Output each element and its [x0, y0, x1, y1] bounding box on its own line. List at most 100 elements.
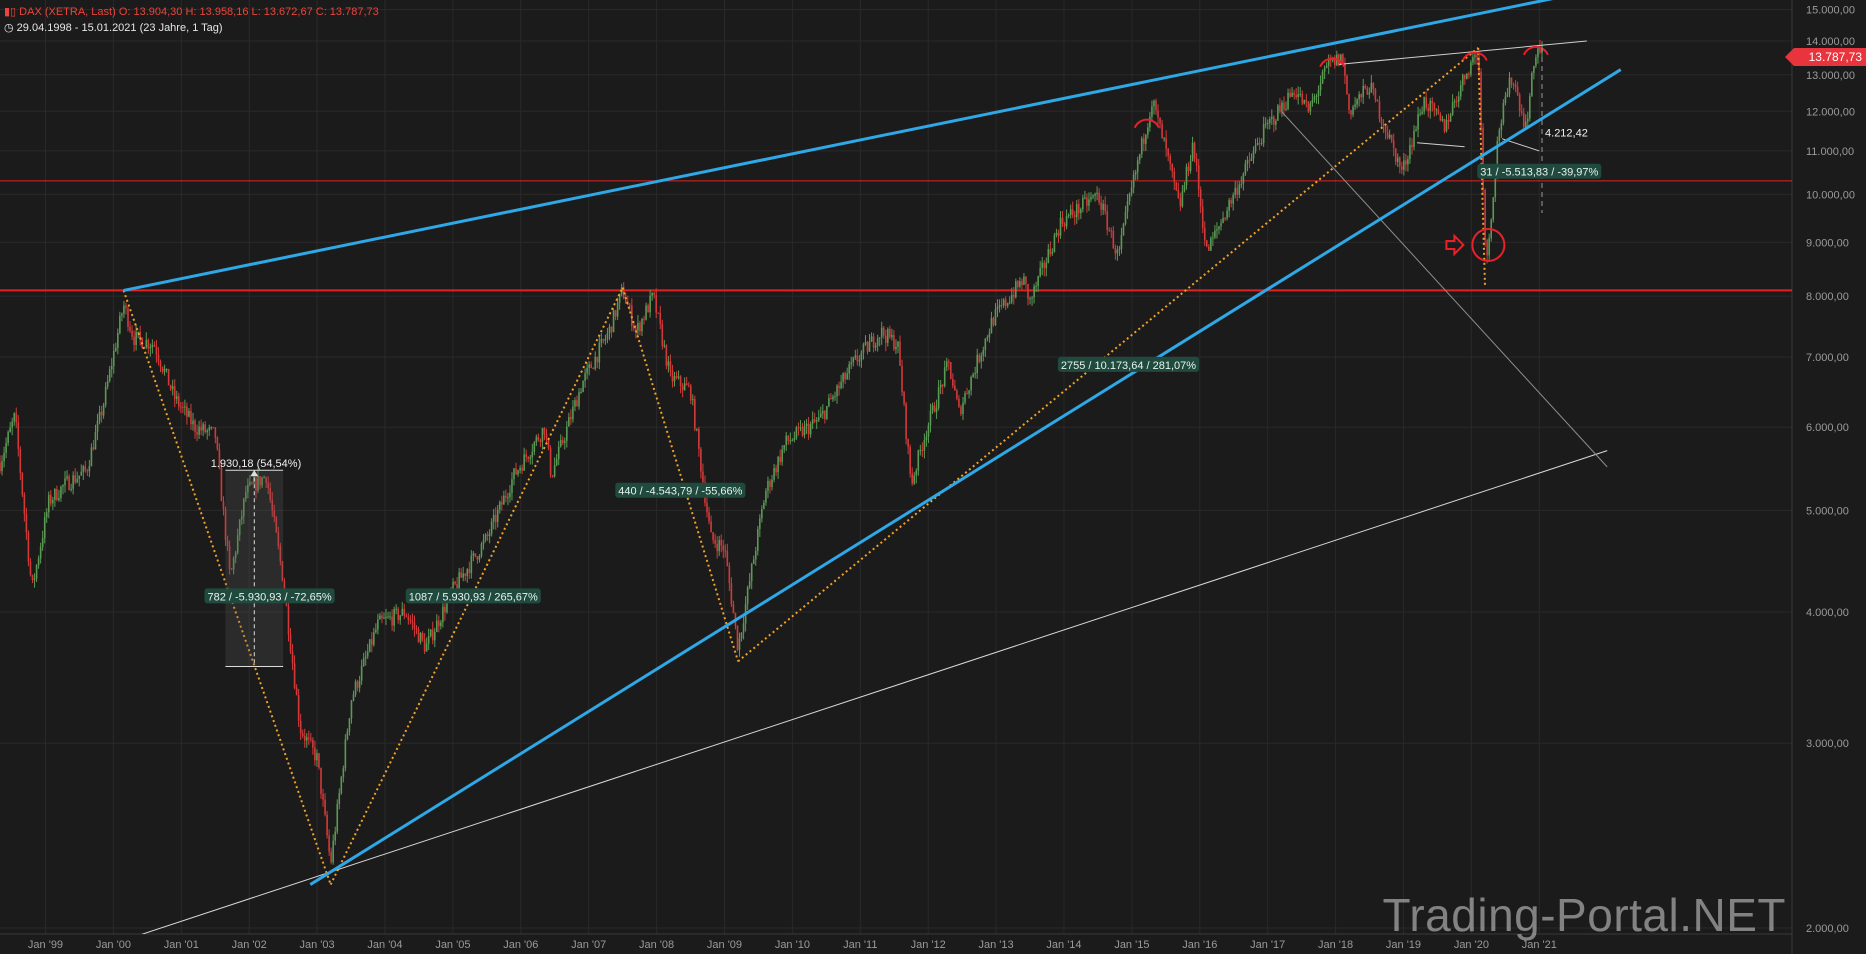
candle-body: [691, 399, 694, 401]
candle-body: [249, 482, 251, 485]
candle-body: [919, 449, 922, 451]
candle-body: [1226, 210, 1228, 219]
candle-body: [1098, 192, 1100, 203]
candle-body: [956, 390, 958, 399]
candle-body: [921, 449, 924, 451]
candle-body: [1134, 172, 1137, 175]
candle-body: [1037, 276, 1039, 287]
candle-body: [645, 305, 647, 320]
candle-body: [385, 616, 387, 618]
candle-body: [1480, 71, 1482, 128]
candle-body: [1006, 303, 1009, 306]
candle-body: [874, 345, 877, 348]
candle-body: [277, 532, 280, 546]
candle-body: [135, 331, 137, 345]
candle-body: [35, 565, 38, 579]
candle-body: [104, 386, 107, 405]
candle-body: [377, 619, 379, 630]
candle-body: [561, 440, 564, 443]
candle-body: [665, 345, 668, 366]
candle-body: [537, 436, 540, 441]
candle-body: [295, 687, 298, 696]
candle-body: [1275, 120, 1277, 125]
candle-body: [1216, 229, 1218, 231]
candle-body: [1191, 142, 1194, 161]
candle-body: [653, 292, 655, 295]
candle-body: [547, 438, 550, 449]
candle-body: [49, 494, 52, 504]
candle-body: [356, 681, 359, 688]
candle-body: [1468, 73, 1470, 75]
resistance-arc: [1319, 57, 1346, 68]
candle-body: [263, 477, 265, 479]
x-tick-label: Jan '01: [164, 939, 199, 951]
candle-body: [1303, 100, 1306, 104]
candle-body: [726, 550, 729, 566]
candle-body: [358, 680, 361, 688]
candle-body: [1421, 111, 1423, 114]
candle-body: [1027, 283, 1029, 299]
candle-body: [242, 498, 245, 517]
x-tick-label: Jan '09: [707, 939, 742, 951]
candle-body: [1100, 202, 1102, 210]
candle-body: [787, 435, 790, 441]
candle-body: [498, 501, 501, 510]
ohlc-values: O: 13.904,30 H: 13.958,16 L: 13.672,67 C…: [118, 6, 379, 18]
candle-body: [588, 364, 590, 368]
candle-body: [1305, 100, 1308, 102]
candle-body: [1384, 125, 1387, 133]
annotation-badge: [405, 588, 541, 604]
candle-body: [525, 454, 527, 458]
candle-body: [555, 459, 558, 466]
candle-body: [1317, 90, 1320, 97]
candle-body: [708, 512, 710, 522]
candle-body: [600, 339, 603, 343]
lower-channel-line: [309, 68, 1622, 886]
candle-body: [1514, 84, 1517, 88]
candle-body: [23, 494, 26, 514]
candle-body: [1208, 246, 1210, 251]
candle-body: [590, 364, 593, 368]
candle-body: [714, 539, 716, 545]
candle-body: [992, 318, 995, 325]
candle-body: [1413, 130, 1415, 147]
candle-body: [72, 475, 74, 489]
candle-body: [513, 468, 515, 480]
candle-body: [1346, 75, 1348, 95]
candle-body: [1000, 304, 1003, 306]
candle-body: [397, 608, 399, 621]
resistance-arc: [1133, 118, 1160, 129]
candle-body: [746, 587, 749, 604]
candle-body: [1342, 54, 1344, 65]
candle-body: [1492, 197, 1495, 220]
candle-body: [494, 514, 497, 523]
candle-body: [171, 386, 174, 390]
candle-body: [1256, 143, 1259, 146]
long-support-line: [141, 450, 1608, 934]
candle-body: [559, 440, 562, 447]
candle-body: [503, 495, 505, 505]
candle-body: [663, 345, 666, 347]
candle-body: [1319, 83, 1322, 91]
candle-body: [271, 499, 274, 511]
candle-body: [102, 404, 105, 416]
candle-body: [94, 431, 97, 450]
candle-body: [1333, 57, 1336, 66]
candle-body: [1260, 143, 1263, 145]
candle-body: [1295, 95, 1297, 98]
candle-body: [803, 425, 806, 436]
candle-body: [529, 457, 532, 459]
candle-body: [326, 814, 328, 836]
candle-body: [716, 544, 718, 552]
x-tick-label: Jan '20: [1454, 939, 1489, 951]
x-tick-label: Jan '07: [571, 939, 606, 951]
candle-body: [1214, 230, 1216, 238]
candle-body: [1136, 160, 1139, 173]
candle-body: [1065, 215, 1068, 227]
candle-body: [1047, 249, 1050, 263]
candle-body: [1240, 183, 1243, 185]
candle-body: [882, 327, 885, 336]
candle-body: [1069, 209, 1072, 215]
candle-body: [1201, 206, 1204, 229]
